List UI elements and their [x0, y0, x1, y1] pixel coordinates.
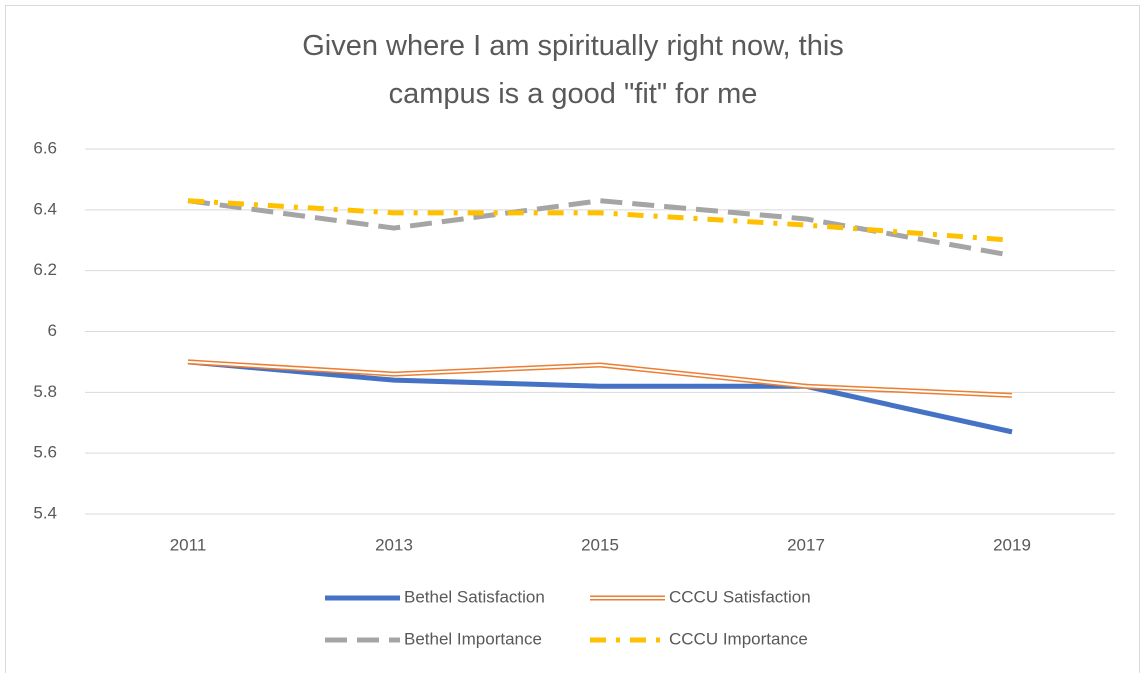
series-line-inner [187, 360, 1013, 397]
x-tick-label: 2013 [375, 535, 413, 554]
x-tick-label: 2015 [581, 535, 619, 554]
legend-label: CCCU Satisfaction [669, 587, 811, 606]
y-tick-label: 6 [48, 321, 57, 340]
chart-title: Given where I am spiritually right now, … [302, 30, 844, 110]
legend-label: Bethel Importance [404, 629, 542, 648]
y-tick-label: 5.4 [33, 503, 57, 522]
y-tick-label: 6.6 [33, 138, 57, 157]
series-line [187, 198, 1013, 243]
x-tick-label: 2019 [993, 535, 1031, 554]
legend-label: CCCU Importance [669, 629, 808, 648]
chart-border [5, 5, 1140, 673]
legend-label: Bethel Satisfaction [404, 587, 545, 606]
y-tick-label: 6.2 [33, 260, 57, 279]
x-tick-label: 2011 [170, 535, 207, 554]
y-tick-label: 6.4 [33, 199, 57, 218]
series-line [187, 359, 1013, 435]
x-tick-label: 2017 [787, 535, 825, 554]
y-tick-label: 5.8 [33, 382, 57, 401]
y-tick-label: 5.6 [33, 443, 57, 462]
